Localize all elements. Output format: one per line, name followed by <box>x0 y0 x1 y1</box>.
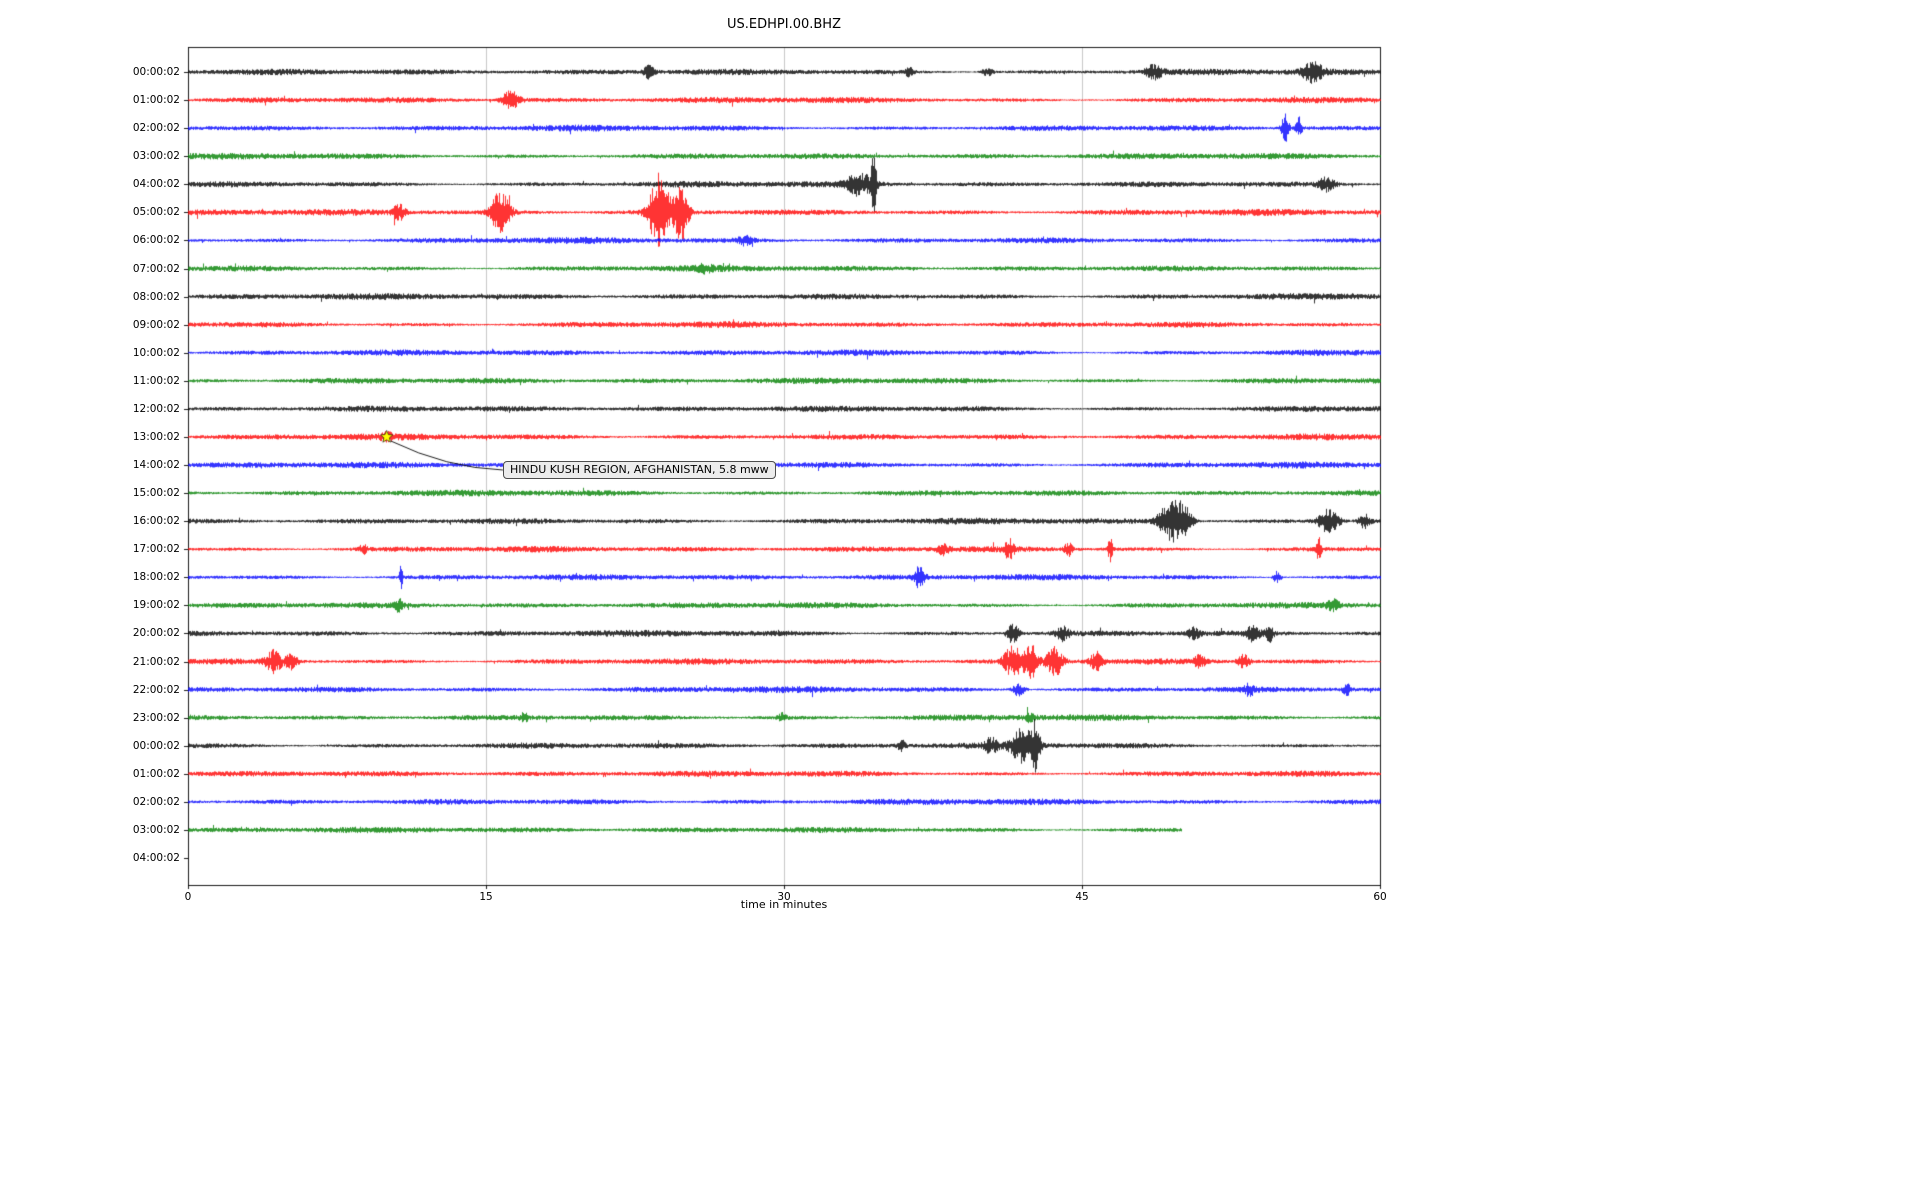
row-label: 20:00:02 <box>132 626 180 639</box>
row-label: 14:00:02 <box>132 458 180 471</box>
x-tick-label: 30 <box>777 891 791 903</box>
row-label: 13:00:02 <box>132 430 180 443</box>
row-label: 03:00:02 <box>132 149 180 162</box>
row-label: 08:00:02 <box>132 290 180 303</box>
row-label: 09:00:02 <box>132 318 180 331</box>
row-label: 10:00:02 <box>132 346 180 359</box>
row-label: 22:00:02 <box>132 683 180 696</box>
row-label: 15:00:02 <box>132 486 180 499</box>
x-tick-label: 0 <box>184 891 192 903</box>
event-annotation: HINDU KUSH REGION, AFGHANISTAN, 5.8 mww <box>503 461 776 479</box>
row-label: 12:00:02 <box>132 402 180 415</box>
row-label: 00:00:02 <box>132 65 180 78</box>
row-label: 01:00:02 <box>132 767 180 780</box>
row-label: 07:00:02 <box>132 262 180 275</box>
row-label: 02:00:02 <box>132 121 180 134</box>
x-tick-label: 60 <box>1373 891 1387 903</box>
row-label: 21:00:02 <box>132 655 180 668</box>
row-label: 04:00:02 <box>132 851 180 864</box>
row-label: 03:00:02 <box>132 823 180 836</box>
row-label: 11:00:02 <box>132 374 180 387</box>
x-tick-label: 45 <box>1075 891 1089 903</box>
row-label: 04:00:02 <box>132 177 180 190</box>
chart-title: US.EDHPI.00.BHZ <box>727 17 841 32</box>
row-label: 19:00:02 <box>132 598 180 611</box>
row-label: 01:00:02 <box>132 93 180 106</box>
row-label: 23:00:02 <box>132 711 180 724</box>
x-tick-label: 15 <box>479 891 493 903</box>
row-label: 00:00:02 <box>132 739 180 752</box>
row-label: 02:00:02 <box>132 795 180 808</box>
row-label: 05:00:02 <box>132 205 180 218</box>
row-label: 06:00:02 <box>132 233 180 246</box>
x-axis-label: time in minutes <box>740 898 828 911</box>
row-label: 18:00:02 <box>132 570 180 583</box>
row-label: 16:00:02 <box>132 514 180 527</box>
row-label: 17:00:02 <box>132 542 180 555</box>
